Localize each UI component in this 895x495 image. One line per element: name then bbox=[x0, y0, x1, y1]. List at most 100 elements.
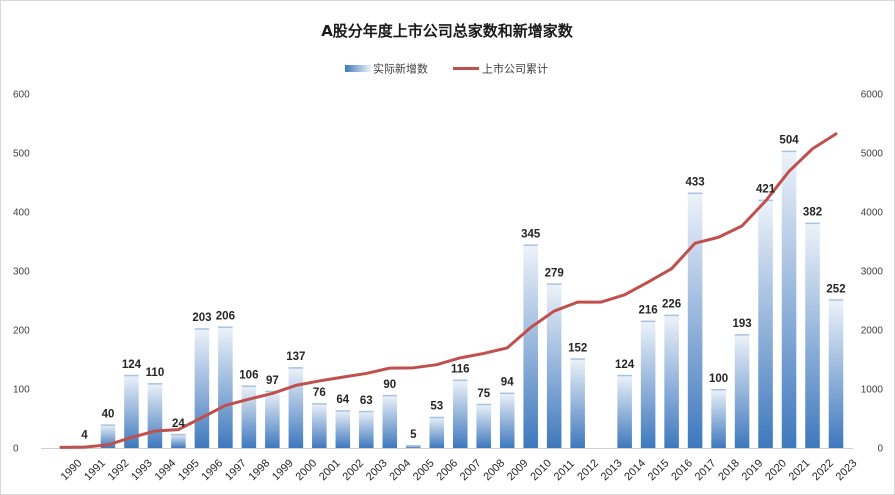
bar-data-label: 345 bbox=[521, 228, 541, 240]
bar-cap bbox=[312, 403, 327, 405]
bar-data-label: 421 bbox=[756, 184, 776, 196]
bar-data-label: 64 bbox=[336, 394, 349, 406]
legend: 实际新增数 上市公司累计 bbox=[345, 62, 548, 76]
bar-cap bbox=[640, 320, 656, 323]
bar-data-label: 124 bbox=[615, 359, 635, 371]
bar-cap bbox=[570, 358, 585, 360]
bar-data-label: 106 bbox=[239, 369, 258, 381]
bar bbox=[288, 367, 304, 448]
left-axis-tick: 500 bbox=[13, 149, 30, 160]
bar-data-label: 110 bbox=[146, 367, 165, 379]
bar-cap bbox=[100, 424, 116, 426]
left-axis-tick: 200 bbox=[13, 326, 30, 337]
bar bbox=[499, 392, 515, 448]
bar-cap bbox=[241, 385, 257, 387]
x-axis-tick: 1990 bbox=[59, 457, 85, 483]
bar-cap bbox=[546, 283, 562, 285]
bar-cap bbox=[734, 334, 750, 336]
bar bbox=[664, 314, 679, 448]
bar bbox=[147, 383, 163, 448]
bar bbox=[687, 192, 703, 448]
right-axis-tick: 1000 bbox=[861, 385, 884, 396]
bar-cap bbox=[805, 222, 820, 225]
x-axis-tick: 2011 bbox=[552, 458, 577, 483]
bar-data-label: 76 bbox=[313, 387, 326, 399]
bar bbox=[100, 424, 116, 448]
bar bbox=[523, 244, 538, 448]
bar bbox=[194, 328, 210, 448]
x-axis-tick: 2000 bbox=[293, 457, 319, 483]
x-axis-tick: 1993 bbox=[129, 457, 155, 483]
x-axis-tick: 2009 bbox=[505, 457, 531, 483]
legend-label-line: 上市公司累计 bbox=[482, 62, 548, 76]
bar-cap bbox=[405, 445, 421, 447]
x-axis-tick: 2008 bbox=[481, 457, 507, 483]
bar bbox=[640, 320, 656, 448]
bar-cap bbox=[171, 433, 186, 436]
x-axis-tick: 2007 bbox=[458, 457, 484, 483]
x-axis-tick: 1997 bbox=[223, 457, 249, 483]
right-axis-tick: 5000 bbox=[861, 149, 884, 160]
bar bbox=[312, 403, 327, 448]
bar-data-label: 100 bbox=[709, 373, 728, 385]
bar-cap bbox=[194, 328, 210, 330]
bar-cap bbox=[687, 192, 703, 195]
right-axis-tick: 2000 bbox=[861, 326, 884, 337]
x-axis-tick: 2021 bbox=[787, 457, 813, 483]
bar-cap bbox=[218, 326, 233, 328]
bar-data-label: 137 bbox=[286, 351, 305, 363]
left-axis-tick: 300 bbox=[13, 267, 30, 278]
x-axis-tick: 2018 bbox=[716, 457, 742, 483]
x-axis-tick: 2013 bbox=[599, 457, 625, 483]
data-labels: 4 40 124 110 24 203 206 106 97 137 76 64 63 90 5 53 116 7… bbox=[81, 135, 845, 442]
bar bbox=[452, 379, 468, 448]
bar bbox=[476, 403, 492, 448]
bar-data-label: 252 bbox=[826, 283, 845, 295]
bar-cap bbox=[335, 410, 351, 412]
x-axis-tick: 1995 bbox=[176, 457, 202, 483]
bar-cap bbox=[288, 367, 304, 369]
bar-data-label: 193 bbox=[732, 318, 751, 330]
bar-data-label: 75 bbox=[477, 388, 490, 400]
bar bbox=[124, 374, 139, 448]
bar bbox=[382, 394, 398, 448]
bar-cap bbox=[265, 390, 280, 393]
right-axis-tick: 6000 bbox=[861, 90, 884, 101]
bar-data-label: 226 bbox=[662, 299, 681, 311]
bar bbox=[570, 358, 585, 448]
bar-series bbox=[77, 150, 844, 448]
bar-data-label: 116 bbox=[451, 364, 470, 376]
bar-data-label: 53 bbox=[430, 401, 443, 413]
x-axis-tick: 2014 bbox=[622, 457, 648, 483]
right-axis: 0 1000 2000 3000 4000 5000 6000 bbox=[861, 90, 884, 455]
bar-data-label: 382 bbox=[803, 207, 822, 219]
bar-cap bbox=[382, 394, 398, 397]
bar bbox=[335, 410, 351, 448]
bar bbox=[171, 433, 186, 448]
bar-cap bbox=[617, 374, 632, 377]
line-series bbox=[59, 132, 838, 449]
bar-cap bbox=[359, 410, 374, 413]
bar-data-label: 97 bbox=[266, 375, 279, 387]
left-axis-tick: 600 bbox=[13, 90, 30, 101]
legend-swatch-bars bbox=[345, 65, 371, 72]
x-axis-tick: 2003 bbox=[364, 457, 390, 483]
bar-data-label: 433 bbox=[685, 177, 704, 189]
bar-data-label: 206 bbox=[216, 310, 235, 322]
bar bbox=[781, 150, 797, 448]
right-axis-tick: 3000 bbox=[861, 267, 884, 278]
cumulative-line bbox=[59, 132, 838, 449]
x-axis-tick: 1998 bbox=[247, 457, 273, 483]
x-axis-tick: 2016 bbox=[669, 457, 695, 483]
bar-cap bbox=[664, 314, 679, 317]
bar-data-label: 203 bbox=[192, 312, 211, 324]
bar-data-label: 124 bbox=[122, 359, 142, 371]
bar bbox=[828, 299, 844, 448]
bar bbox=[805, 222, 820, 448]
bar-data-label: 216 bbox=[639, 305, 658, 317]
bar bbox=[241, 385, 257, 448]
bar bbox=[359, 410, 374, 448]
bar-data-label: 504 bbox=[779, 135, 799, 147]
bar-cap bbox=[499, 392, 515, 395]
